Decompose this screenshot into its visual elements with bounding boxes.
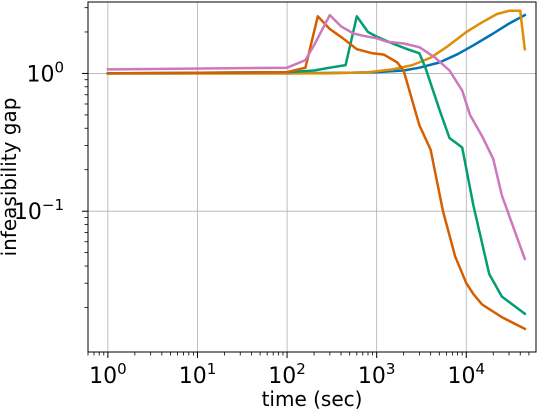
- x-tick-label: 104: [448, 360, 486, 389]
- x-tick-label: 102: [268, 360, 306, 389]
- x-tick-label: 101: [179, 360, 217, 389]
- y-axis-label: infeasibility gap: [0, 98, 21, 257]
- y-tick-label: 100: [26, 58, 64, 87]
- tick-labels: 100 101 102 103 104 100 10−1: [14, 58, 485, 389]
- series-line: [106, 15, 527, 331]
- x-axis-label: time (sec): [262, 387, 363, 410]
- x-tick-label: 100: [89, 360, 127, 389]
- x-tick-label: 103: [358, 360, 396, 389]
- y-tick-label: 10−1: [14, 196, 64, 225]
- plot-frame: [87, 1, 537, 353]
- series-lines: [106, 9, 527, 331]
- series-line: [106, 15, 527, 316]
- axis-ticks: [82, 7, 530, 358]
- series-line: [106, 13, 527, 261]
- series-line: [106, 9, 527, 75]
